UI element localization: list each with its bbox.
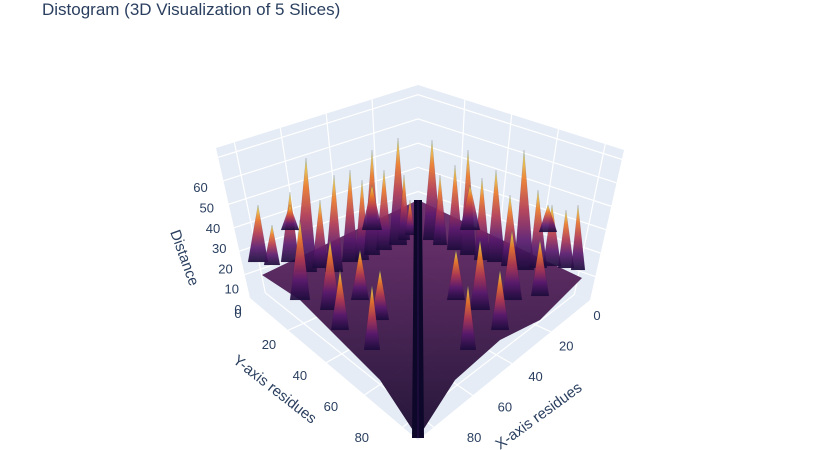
surface-peak (289, 219, 311, 301)
surface-peak (247, 204, 269, 263)
surface-peak (538, 204, 558, 233)
surface-peak (469, 239, 491, 311)
z-axis-title: Distance (166, 228, 202, 289)
z-tick-label: 20 (218, 261, 232, 276)
chart-title: Distogram (3D Visualization of 5 Slices) (42, 0, 341, 19)
y-tick-label: 60 (324, 399, 338, 414)
y-axis-title: Y-axis residues (230, 352, 320, 428)
surface-peak (528, 189, 548, 269)
z-tick-label: 50 (200, 200, 214, 215)
y-tick-label: 40 (293, 368, 307, 383)
surface-peak (330, 269, 350, 331)
x-tick-label: 80 (467, 430, 481, 445)
x-tick-label: 0 (593, 308, 600, 323)
y-tick-label: 0 (234, 306, 241, 321)
surface-peak (280, 204, 300, 231)
z-axis-ticks: 0 10 20 30 40 50 60 (193, 180, 241, 317)
surface-peak (501, 229, 523, 301)
surface-peak (490, 269, 510, 331)
y-axis-ticks: 0 20 40 60 80 (234, 306, 369, 445)
surface-peak (341, 169, 359, 263)
y-tick-label: 80 (355, 430, 369, 445)
z-tick-label: 40 (206, 221, 220, 236)
surface-peak (263, 224, 281, 266)
x-axis-ticks: 0 20 40 60 80 (467, 308, 601, 445)
z-tick-label: 60 (193, 180, 207, 195)
x-tick-label: 20 (559, 338, 573, 353)
z-tick-label: 30 (212, 241, 226, 256)
x-axis-title: X-axis residues (492, 379, 585, 450)
surface-peak (513, 149, 535, 271)
x-tick-label: 60 (498, 399, 512, 414)
z-tick-label: 0 (234, 302, 241, 317)
surface-peak (350, 249, 370, 301)
surface-peak (432, 174, 448, 246)
surface-peak (459, 184, 481, 231)
surface-peak (486, 169, 506, 263)
surface-peak (370, 269, 390, 321)
y-tick-label: 20 (262, 337, 276, 352)
surface-peak (363, 284, 381, 351)
surface-peak (530, 239, 550, 297)
x-tick-label: 40 (528, 369, 542, 384)
z-tick-label: 10 (225, 282, 239, 297)
surface-peak (459, 284, 477, 351)
surface-peak (446, 249, 466, 301)
distogram-surface[interactable] (247, 137, 586, 438)
surface-peak (570, 204, 586, 271)
surface-peak (311, 199, 329, 269)
surface-peak (361, 184, 383, 231)
surface-peak (542, 204, 562, 267)
surface-peak (557, 209, 575, 269)
